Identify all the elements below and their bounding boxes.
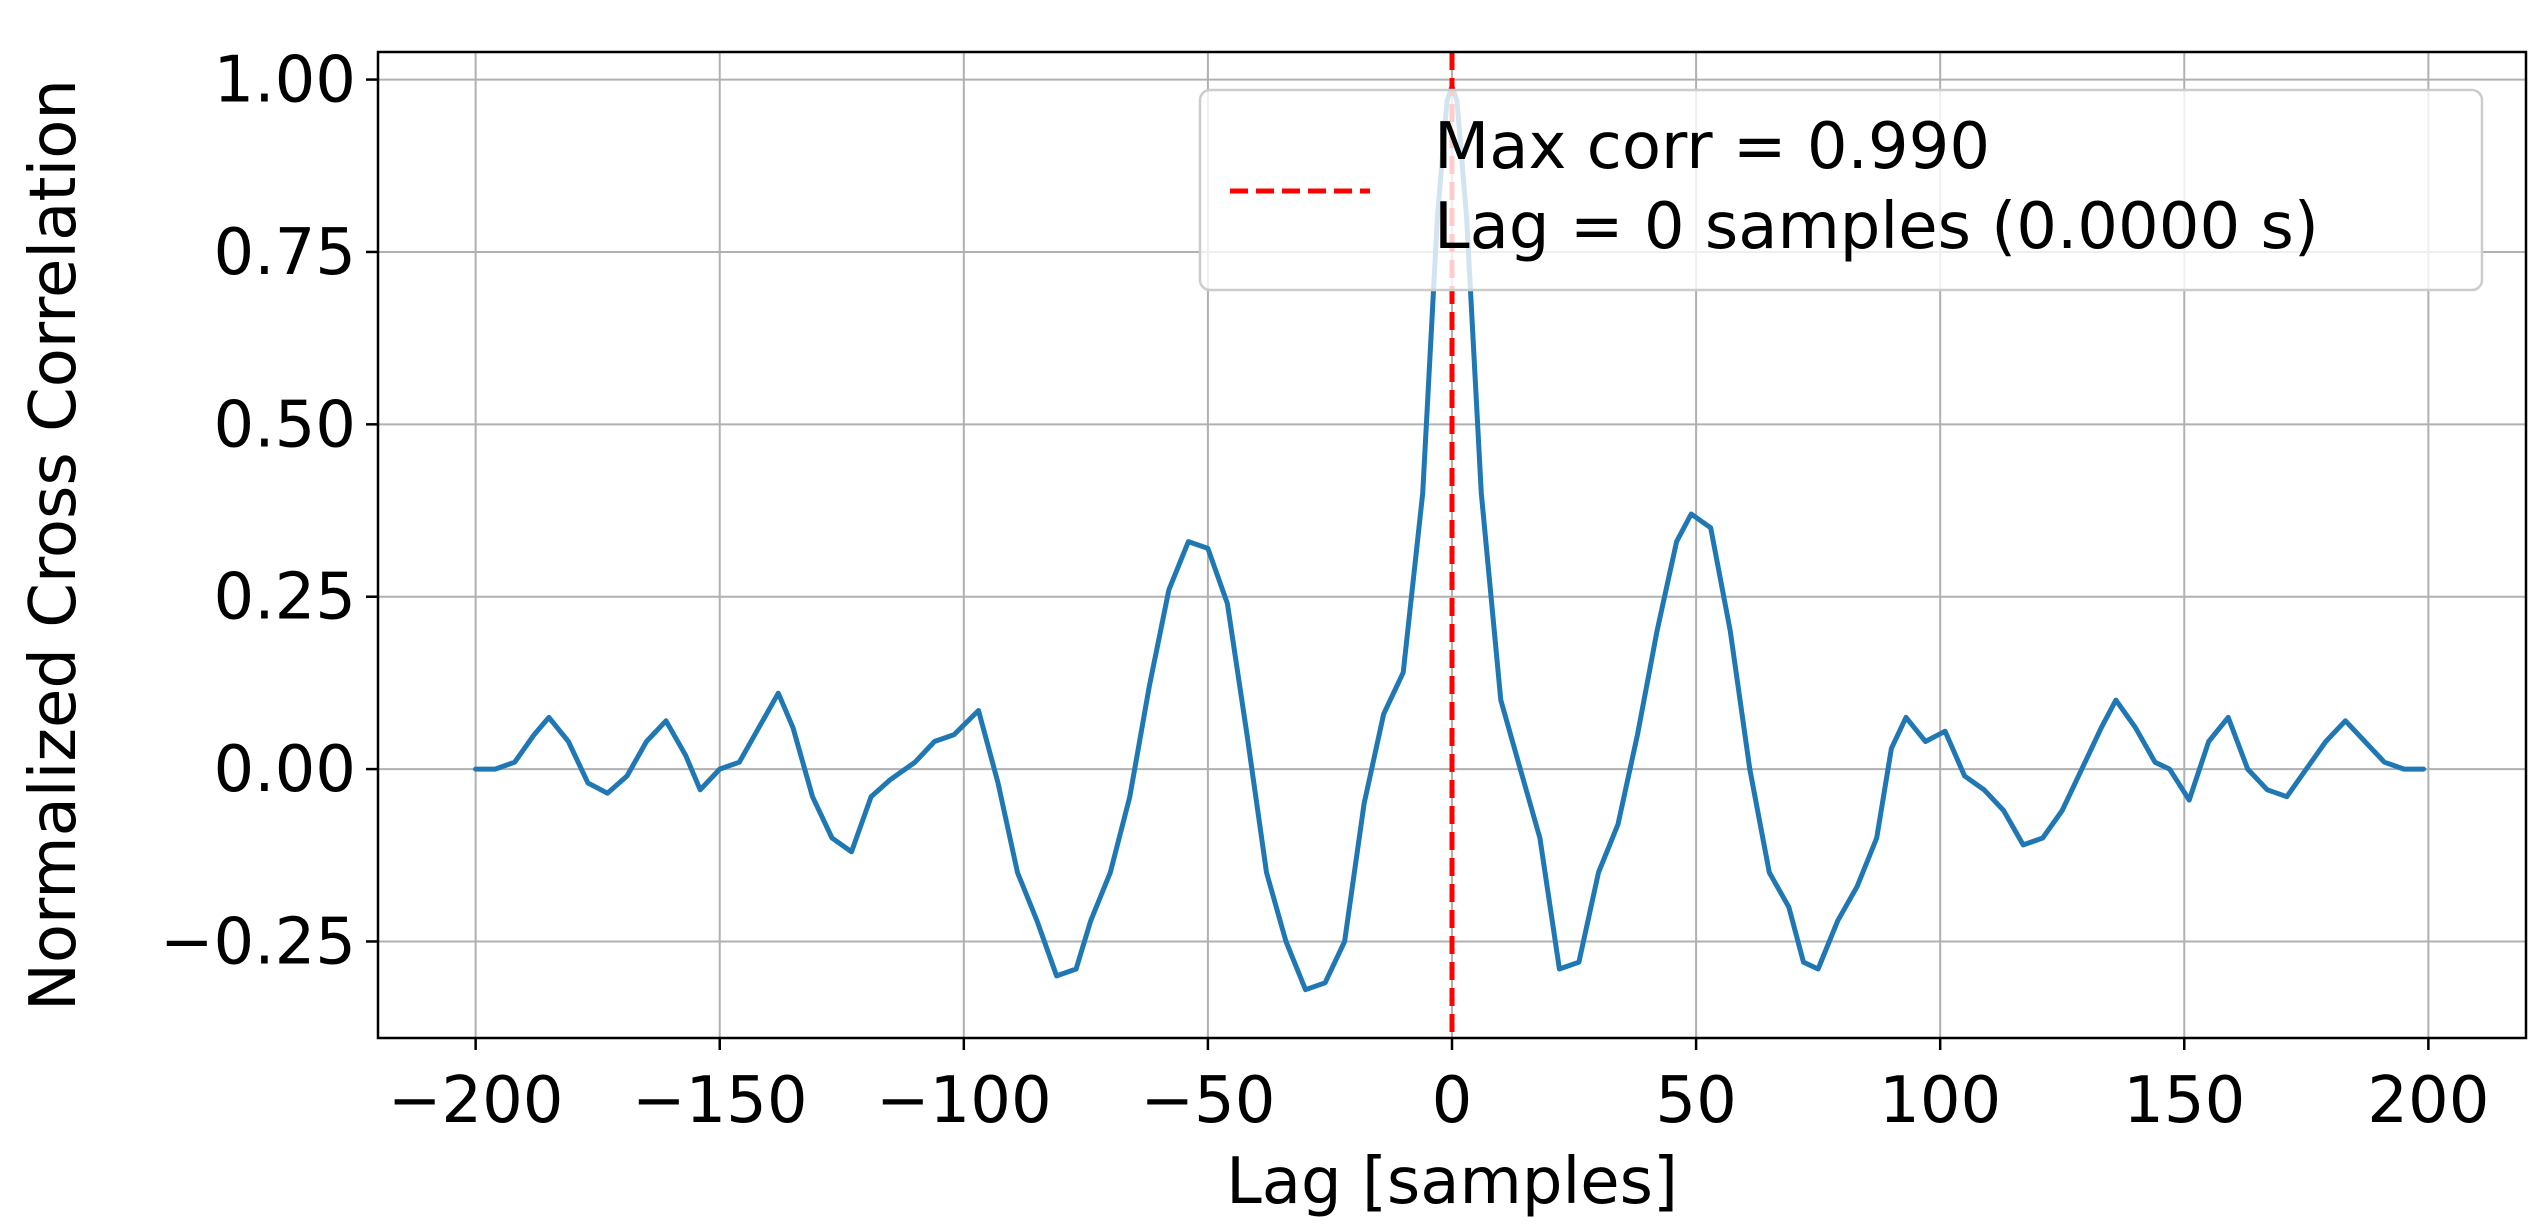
legend-box bbox=[1198, 88, 2484, 292]
x-tick-label: 100 bbox=[1879, 1064, 2001, 1138]
y-tick-label: 0.00 bbox=[214, 733, 357, 807]
x-tick-label: −50 bbox=[1140, 1064, 1275, 1138]
x-tick-label: −200 bbox=[388, 1064, 564, 1138]
x-tick-label: 150 bbox=[2123, 1064, 2245, 1138]
x-tick-label: 200 bbox=[2367, 1064, 2489, 1138]
y-tick-label: 1.00 bbox=[214, 44, 357, 118]
x-tick-label: −150 bbox=[632, 1064, 808, 1138]
y-axis-label: Normalized Cross Correlation bbox=[17, 79, 91, 1011]
y-tick-label: 0.50 bbox=[214, 388, 357, 462]
legend-entry-max-corr: Max corr = 0.990 bbox=[1434, 110, 1990, 184]
y-tick-label: 0.75 bbox=[214, 216, 357, 290]
x-tick-label: 0 bbox=[1432, 1064, 1473, 1138]
y-tick-label: 0.25 bbox=[214, 561, 357, 635]
x-tick-label: 50 bbox=[1655, 1064, 1736, 1138]
legend-entry-lag: Lag = 0 samples (0.0000 s) bbox=[1434, 190, 2319, 264]
x-tick-label: −100 bbox=[876, 1064, 1052, 1138]
ticks: −200 −150 −100 −50 0 50 100 150 200 −0.25 0.00 0.25… bbox=[160, 44, 2490, 1138]
x-axis-label: Lag [samples] bbox=[1226, 1145, 1678, 1219]
y-tick-label: −0.25 bbox=[160, 905, 356, 979]
legend: Max corr = 0.990 Lag = 0 samples (0.0000… bbox=[1198, 88, 2484, 292]
